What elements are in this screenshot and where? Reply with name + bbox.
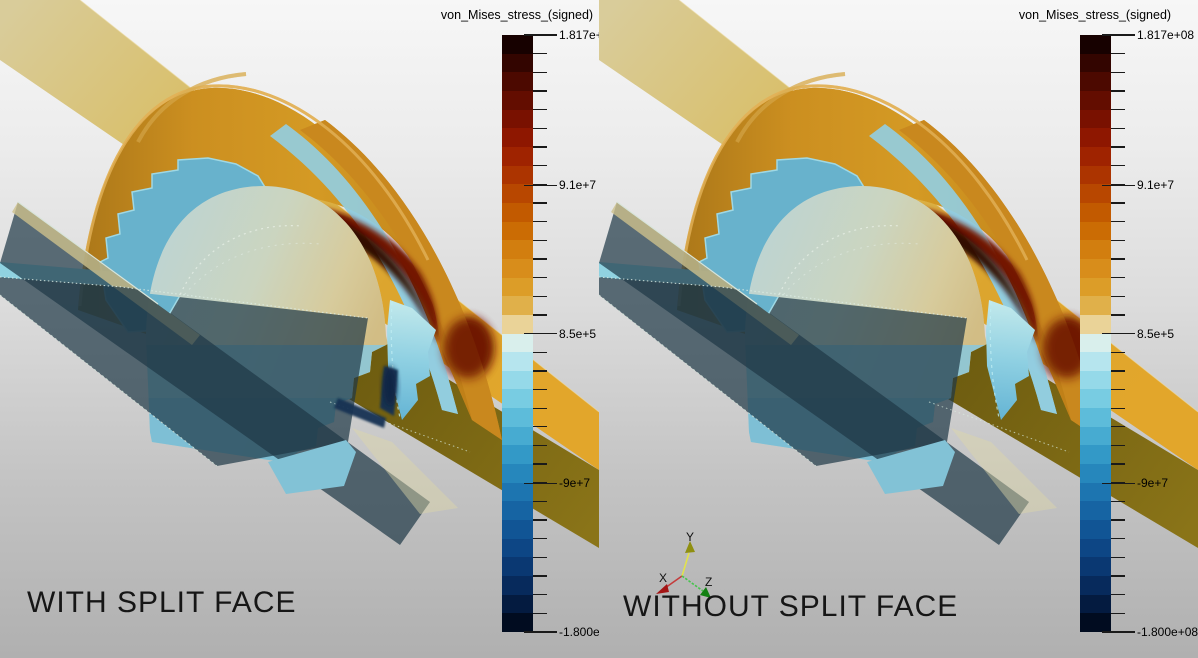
orientation-axes-triad: X Y Z xyxy=(656,530,712,598)
x-axis-arrow-icon xyxy=(656,584,669,594)
x-axis-label: X xyxy=(659,571,667,585)
z-axis-arrow-icon xyxy=(700,587,711,598)
render-view-with-split-face: von_Mises_stress_(signed) 1.817e+089.1e+… xyxy=(0,0,599,658)
stress-model-3d-with-split-face xyxy=(0,0,599,658)
render-view-without-split-face: von_Mises_stress_(signed) 1.817e+08 9.1e+… xyxy=(599,0,1198,658)
z-axis-label: Z xyxy=(705,575,712,589)
y-axis-label: Y xyxy=(686,530,694,544)
caption-with-split-face: WITH SPLIT FACE xyxy=(27,586,297,619)
caption-without-split-face: WITHOUT SPLIT FACE xyxy=(623,590,959,623)
y-axis-arrow-icon xyxy=(685,541,695,553)
